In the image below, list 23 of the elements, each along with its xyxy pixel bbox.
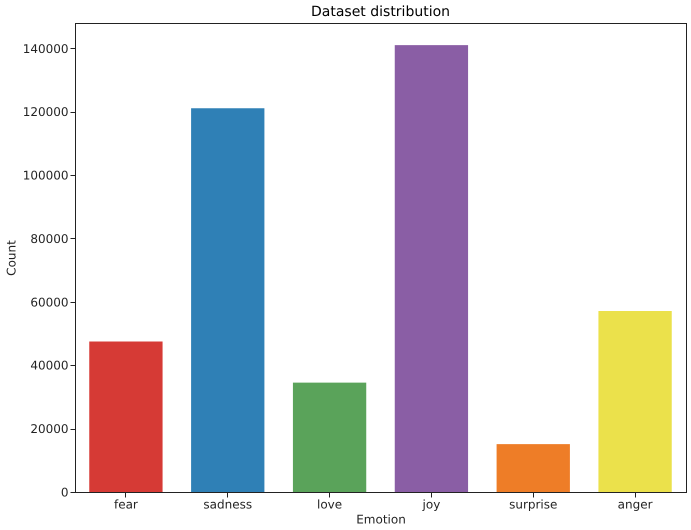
y-tick-label: 80000 [30,232,68,246]
y-tick-label: 40000 [30,358,68,373]
bar [598,311,672,492]
x-tick-label: surprise [509,498,558,512]
bar [496,444,570,492]
x-tick-label: fear [114,498,138,512]
y-tick-label: 20000 [30,422,68,436]
x-tick-label: sadness [203,498,252,512]
y-tick-label: 140000 [22,42,68,56]
x-tick-label: anger [618,498,653,512]
bar [89,341,163,492]
x-axis-title: Emotion [356,512,406,526]
y-tick-label: 60000 [30,295,68,310]
x-tick-label: joy [422,498,440,512]
chart-title: Dataset distribution [310,4,450,20]
y-axis-title: Count [4,240,19,276]
bar [394,45,468,492]
x-tick-label: love [316,498,342,512]
bar [191,108,264,492]
y-tick-label: 0 [60,486,68,500]
y-tick-label: 100000 [22,168,68,183]
bar [292,382,366,492]
y-tick-label: 120000 [22,105,68,120]
